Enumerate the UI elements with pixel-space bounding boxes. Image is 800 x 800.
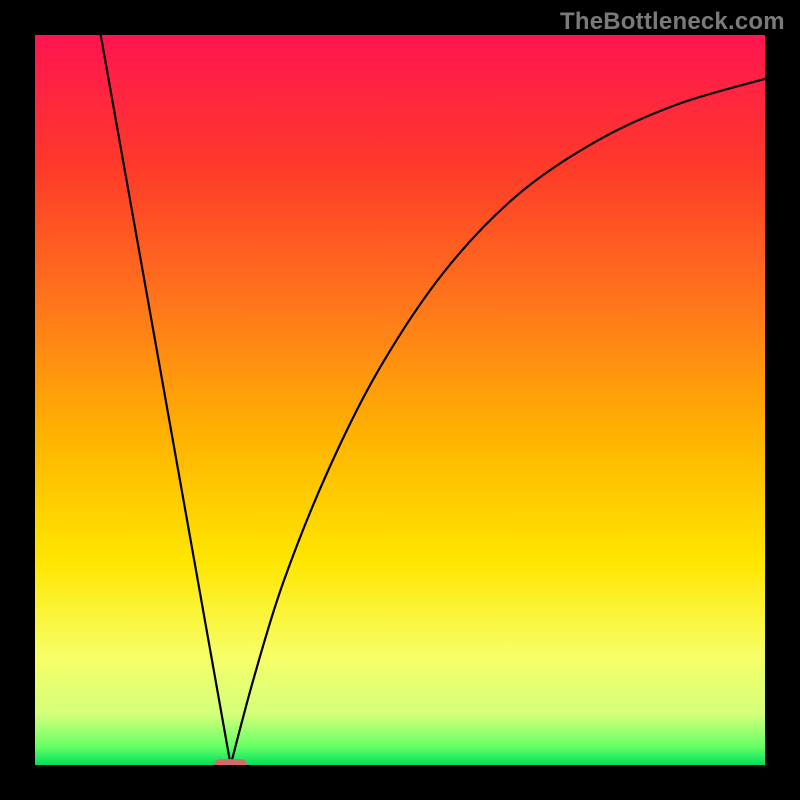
gradient-background (35, 35, 765, 765)
plot-area (35, 35, 765, 765)
watermark-text: TheBottleneck.com (560, 8, 785, 36)
chart-svg (35, 35, 765, 765)
optimum-marker (214, 759, 247, 765)
